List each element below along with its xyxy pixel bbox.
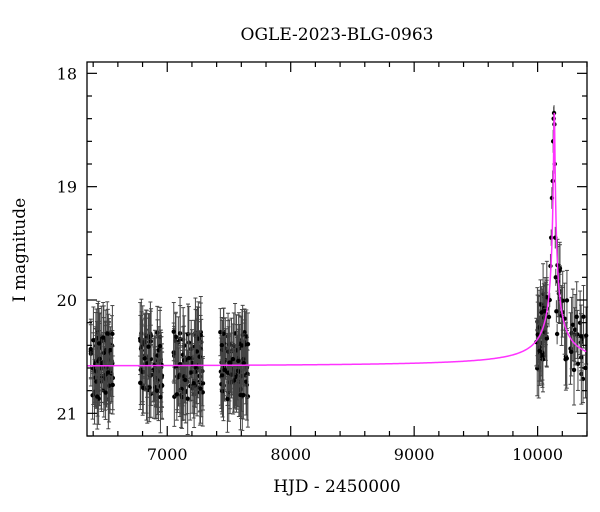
data-point: [241, 392, 246, 398]
data-point: [188, 370, 193, 375]
data-point: [110, 331, 115, 337]
data-point: [110, 382, 115, 388]
data-point: [546, 314, 552, 320]
model-curve: [87, 112, 587, 367]
data-point: [186, 355, 192, 361]
data-point: [95, 394, 100, 399]
data-point: [244, 334, 249, 339]
data-point: [570, 322, 576, 328]
data-point: [571, 367, 577, 373]
data-point: [185, 396, 190, 401]
data-point: [539, 310, 544, 315]
y-tick-label: 20: [57, 291, 77, 310]
data-point: [147, 385, 152, 390]
y-tick-label: 18: [57, 64, 77, 83]
data-point: [101, 350, 107, 356]
data-point: [221, 331, 226, 336]
data-point: [88, 346, 94, 352]
plot-frame: [86, 61, 588, 437]
data-point: [198, 386, 203, 391]
data-point: [194, 349, 200, 354]
data-point: [105, 370, 111, 375]
data-point: [90, 393, 95, 398]
data-point: [103, 390, 108, 395]
ticks-group: 7000 8000 9000 10000 18 19 20 21: [57, 62, 588, 464]
data-point: [219, 342, 225, 348]
data-point: [577, 320, 583, 326]
data-point: [581, 314, 586, 319]
data-point: [144, 361, 149, 366]
data-point: [154, 388, 160, 393]
data-point: [574, 314, 579, 320]
data-point: [185, 331, 191, 337]
data-point: [230, 356, 236, 362]
data-point: [142, 356, 147, 361]
data-point: [96, 341, 102, 346]
y-axis-label: I magnitude: [10, 198, 30, 302]
data-point: [540, 353, 545, 358]
data-point: [106, 383, 112, 388]
x-tick-label: 9000: [394, 445, 435, 464]
data-point: [219, 373, 225, 378]
data-point: [553, 275, 558, 280]
data-point: [138, 380, 143, 386]
data-point: [108, 347, 113, 353]
data-point: [174, 392, 180, 397]
y-tick-label: 19: [57, 178, 77, 197]
data-point: [540, 357, 546, 362]
x-tick-label: 7000: [147, 445, 188, 464]
data-point: [225, 396, 230, 402]
data-point: [578, 334, 584, 339]
data-point: [544, 336, 550, 341]
data-point: [575, 332, 580, 337]
data-point: [197, 354, 202, 359]
data-point: [158, 394, 163, 400]
x-axis-label: HJD - 2450000: [273, 477, 401, 497]
data-point: [554, 331, 560, 337]
data-point: [97, 356, 102, 362]
data-point: [568, 349, 574, 355]
data-point: [245, 341, 251, 347]
data-point: [564, 298, 570, 303]
plot-area: [87, 105, 589, 436]
data-point: [146, 344, 151, 349]
data-point: [228, 360, 234, 365]
data-point: [557, 268, 562, 273]
data-point: [183, 377, 188, 383]
data-point: [157, 343, 163, 349]
data-point: [173, 334, 179, 339]
data-point: [239, 386, 244, 392]
data-point: [537, 348, 542, 353]
data-point: [222, 367, 227, 373]
data-point: [236, 358, 241, 364]
data-point: [100, 335, 106, 340]
data-point: [554, 309, 559, 314]
data-point: [241, 360, 246, 366]
data-point: [105, 331, 110, 336]
chart-title: OGLE-2023-BLG-0963: [241, 25, 434, 45]
x-tick-label: 10000: [512, 445, 563, 464]
data-point: [94, 379, 99, 384]
data-point: [231, 378, 237, 383]
data-point: [191, 380, 196, 386]
data-point: [91, 337, 96, 343]
data-point: [239, 343, 245, 348]
data-point: [564, 356, 569, 361]
data-point: [171, 329, 176, 334]
y-tick-label: 21: [57, 404, 77, 423]
x-tick-label: 8000: [270, 445, 311, 464]
